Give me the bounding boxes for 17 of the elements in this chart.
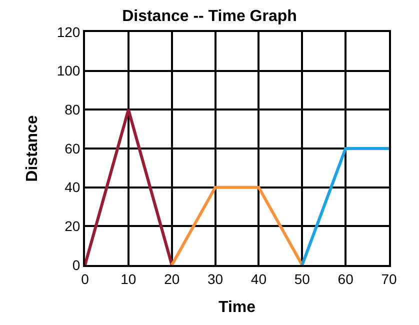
- y-tick-label: 0: [72, 256, 80, 273]
- y-tick-label: 20: [64, 218, 80, 234]
- x-tick-label: 20: [164, 270, 180, 287]
- x-tick-label: 10: [120, 270, 136, 287]
- y-axis-title: Distance: [24, 115, 42, 182]
- y-tick-label: 60: [64, 140, 80, 156]
- y-tick-label: 80: [64, 102, 80, 118]
- x-tick-label: 70: [381, 270, 397, 287]
- x-tick-label: 30: [208, 270, 224, 287]
- y-tick-label: 100: [56, 62, 80, 79]
- x-tick-label: 60: [338, 270, 354, 287]
- y-tick-label: 120: [56, 24, 80, 40]
- y-tick-label: 40: [64, 179, 80, 196]
- x-axis-title: Time: [218, 299, 256, 316]
- x-tick-label: 40: [250, 270, 267, 287]
- x-tick-label: 50: [294, 270, 310, 287]
- chart-title: Distance -- Time Graph: [122, 8, 297, 25]
